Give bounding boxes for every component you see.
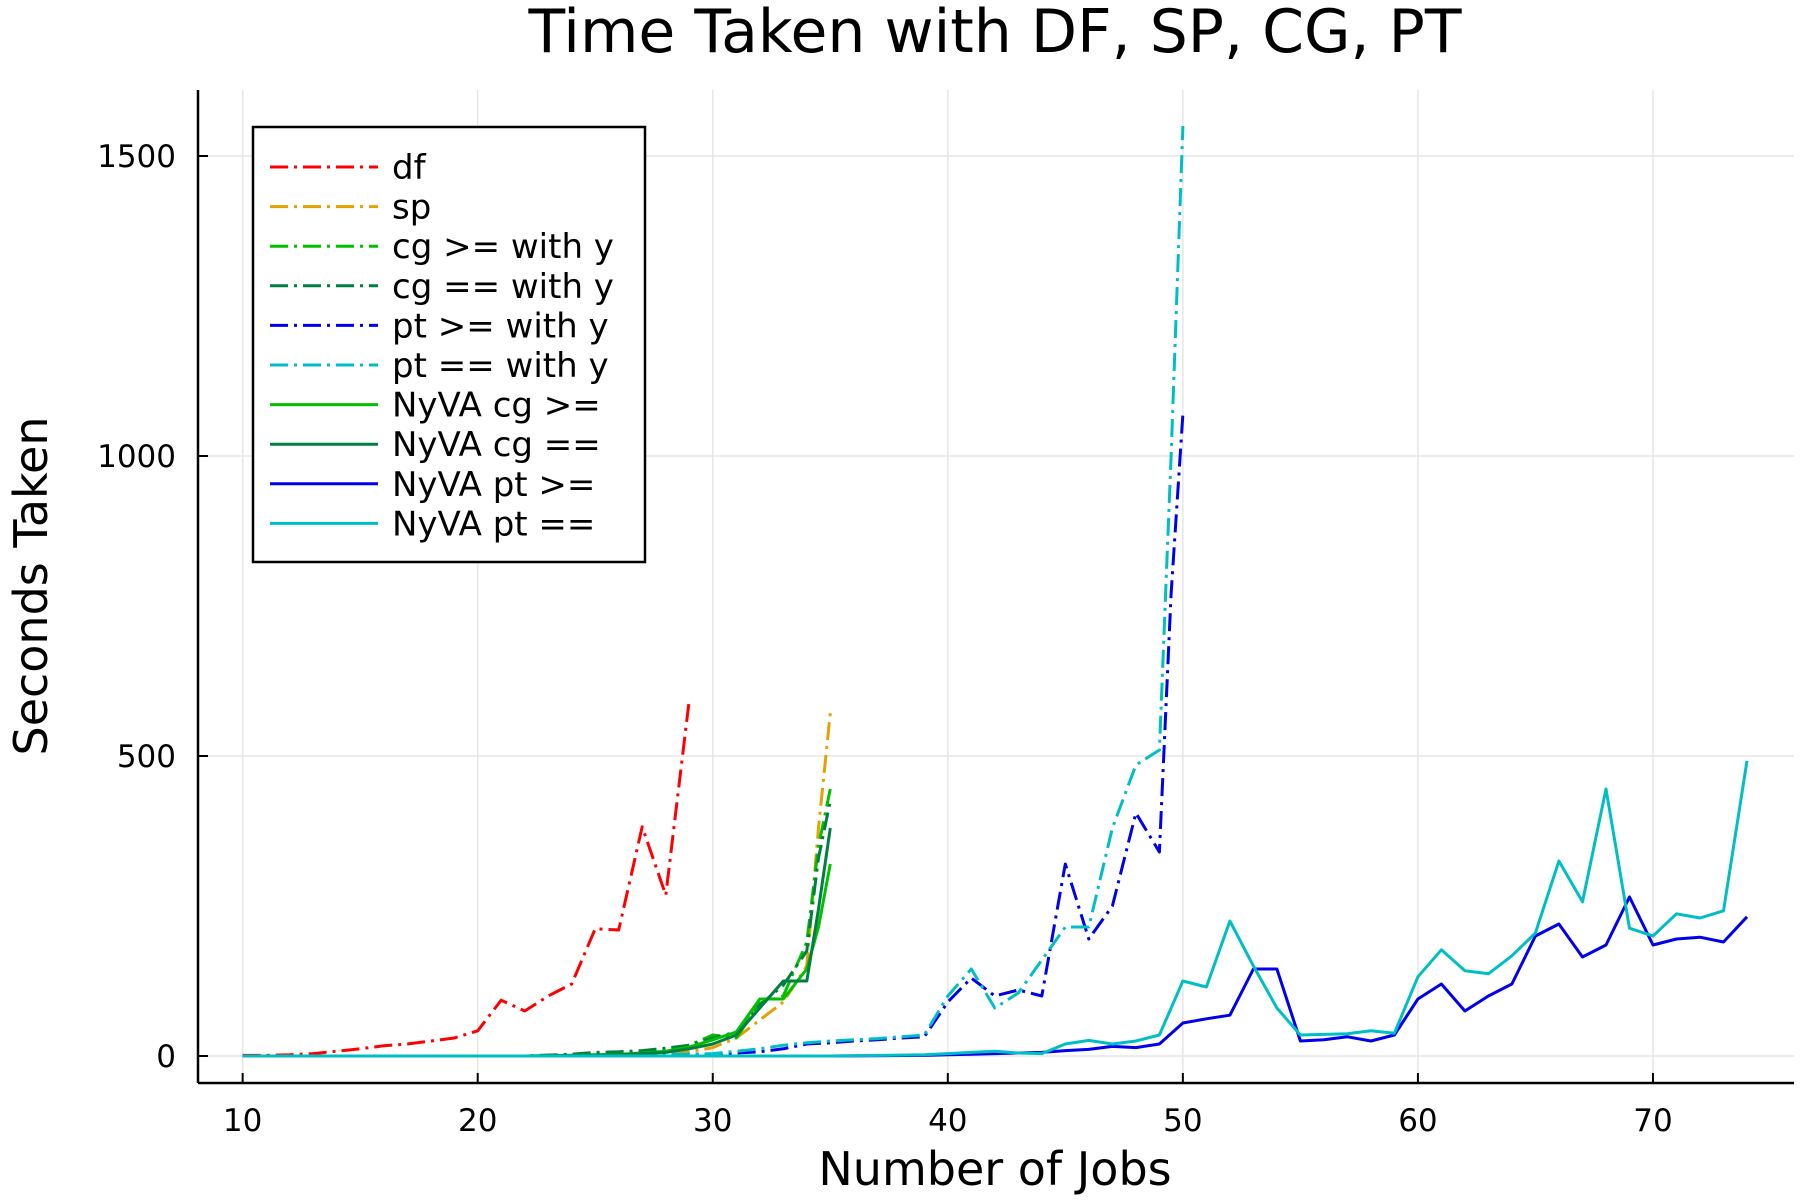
series-line-0 <box>243 700 690 1056</box>
legend-entry-label: NyVA cg == <box>392 425 601 465</box>
legend-entry-label: NyVA cg >= <box>392 386 601 426</box>
x-tick-label: 20 <box>458 1103 497 1139</box>
y-axis-label: Seconds Taken <box>4 416 58 755</box>
x-tick-label: 50 <box>1163 1103 1202 1139</box>
legend-entry-label: pt >= with y <box>392 306 609 346</box>
x-tick-label: 30 <box>693 1103 732 1139</box>
legend-entry-label: NyVA pt >= <box>392 465 595 505</box>
legend-entry-label: cg == with y <box>392 267 614 307</box>
legend-entry-label: NyVA pt == <box>392 504 595 544</box>
chart-title: Time Taken with DF, SP, CG, PT <box>527 0 1461 67</box>
series-line-8 <box>243 897 1747 1056</box>
x-tick-label: 60 <box>1398 1103 1437 1139</box>
x-tick-label: 10 <box>223 1103 262 1139</box>
legend-entry-label: df <box>392 148 427 188</box>
y-tick-label: 0 <box>156 1039 176 1075</box>
y-tick-label: 500 <box>117 739 176 775</box>
series-line-2 <box>243 789 831 1056</box>
legend-entry-label: sp <box>392 188 431 228</box>
y-tick-label: 1500 <box>97 139 176 175</box>
y-tick-label: 1000 <box>97 439 176 475</box>
series-line-9 <box>243 761 1747 1056</box>
x-tick-label: 70 <box>1633 1103 1672 1139</box>
x-axis-label: Number of Jobs <box>818 1142 1171 1196</box>
x-tick-label: 40 <box>928 1103 967 1139</box>
legend-entry-label: cg >= with y <box>392 227 614 267</box>
series-line-3 <box>243 801 831 1056</box>
legend-entry-label: pt == with y <box>392 346 609 386</box>
